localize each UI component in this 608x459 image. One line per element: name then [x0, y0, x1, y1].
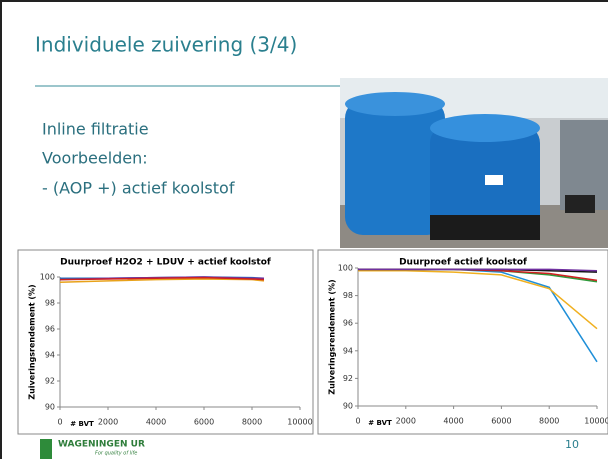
- x-tick-label: 0: [57, 418, 62, 427]
- x-tick-label: 8000: [242, 418, 262, 427]
- slide: Individuele zuivering (3/4) Inline filtr…: [0, 0, 608, 459]
- bullet: Inline filtratie: [42, 120, 149, 139]
- y-tick-label: 90: [343, 402, 353, 411]
- x-axis-label: # BVT: [368, 419, 392, 427]
- y-tick-label: 92: [45, 377, 55, 386]
- logo-tagline: For quality of life: [95, 451, 137, 457]
- x-tick-label: 6000: [194, 418, 214, 427]
- bullet: - (AOP +) actief koolstof: [42, 179, 235, 198]
- y-tick-label: 90: [45, 403, 55, 412]
- y-tick-label: 92: [343, 374, 353, 383]
- bullet: Voorbeelden:: [42, 149, 148, 168]
- x-tick-label: 0: [355, 417, 360, 426]
- logo-text: WAGENINGEN UR: [58, 440, 145, 450]
- chart-title: Duurproef actief koolstof: [399, 258, 527, 268]
- x-tick-label: 10000: [287, 418, 312, 427]
- x-tick-label: 4000: [443, 417, 463, 426]
- chart-title: Duurproef H2O2 + LDUV + actief koolstof: [60, 258, 271, 268]
- y-tick-label: 98: [45, 299, 55, 308]
- y-tick-label: 94: [45, 351, 55, 360]
- page-number: 10: [565, 438, 579, 451]
- x-tick-label: 6000: [491, 417, 511, 426]
- photo: [340, 78, 608, 248]
- x-tick-label: 10000: [584, 417, 608, 426]
- y-tick-label: 100: [40, 273, 55, 282]
- y-tick-label: 100: [338, 264, 353, 273]
- y-tick-label: 96: [343, 319, 353, 328]
- y-axis-label: Zuiveringsrendement (%): [328, 279, 337, 394]
- x-tick-label: 2000: [98, 418, 118, 427]
- x-tick-label: 8000: [539, 417, 559, 426]
- logo-mark: [40, 439, 52, 459]
- y-tick-label: 96: [45, 325, 55, 334]
- y-axis-label: Zuiveringsrendement (%): [28, 284, 37, 399]
- y-tick-label: 94: [343, 346, 353, 355]
- slide-title: Individuele zuivering (3/4): [35, 33, 297, 57]
- x-tick-label: 4000: [146, 418, 166, 427]
- x-tick-label: 2000: [396, 417, 416, 426]
- x-axis-label: # BVT: [70, 420, 94, 428]
- y-tick-label: 98: [343, 291, 353, 300]
